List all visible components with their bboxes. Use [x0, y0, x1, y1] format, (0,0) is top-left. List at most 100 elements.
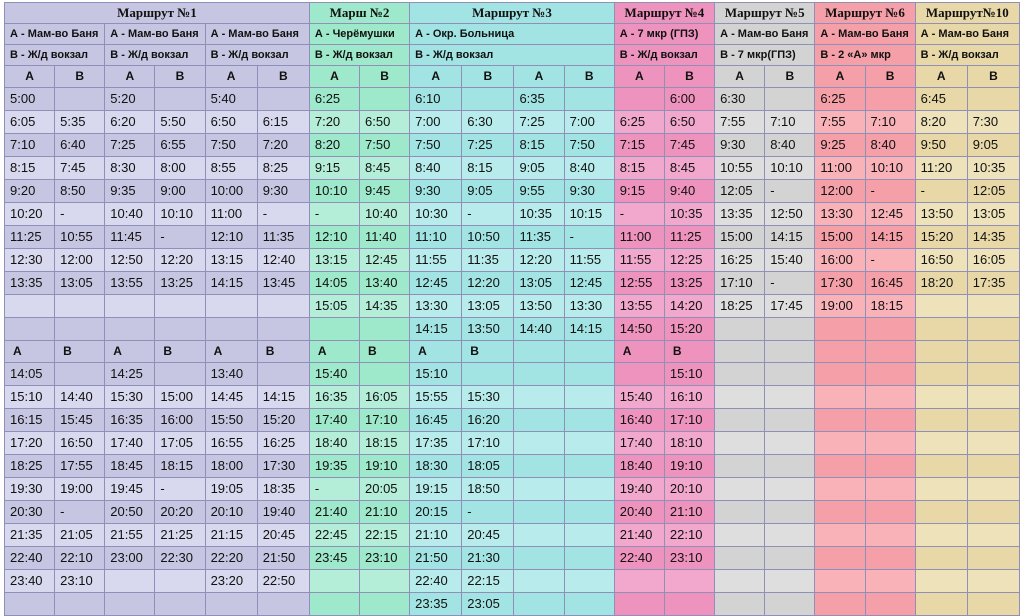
departure-time: 15:20 [914, 225, 968, 249]
direction-label: А [204, 340, 258, 363]
direction-label: В [54, 340, 106, 363]
departure-time [513, 523, 565, 547]
departure-time: - [764, 271, 816, 295]
departure-time: 12:00 [814, 179, 866, 203]
direction-label: В [864, 65, 916, 88]
departure-time: 6:30 [714, 87, 766, 111]
departure-time: 6:45 [914, 87, 968, 111]
departure-time: 17:45 [764, 294, 816, 318]
schedule-row: 8:15 7:45 8:30 8:00 8:55 8:25 9:15 8:45 8:40 8:15… [3, 156, 1021, 180]
departure-time: - [154, 225, 206, 249]
departure-time [914, 385, 968, 409]
departure-time: 10:40 [104, 202, 156, 226]
departure-time: 10:35 [513, 202, 565, 226]
departure-time: 13:50 [914, 202, 968, 226]
departure-time: 9:30 [714, 133, 766, 157]
departure-time: 9:40 [663, 179, 716, 203]
departure-time: 17:35 [966, 271, 1021, 295]
departure-time: 13:15 [204, 248, 258, 272]
departure-time: 6:30 [461, 110, 515, 134]
departure-time: 6:35 [513, 87, 565, 111]
departure-time [864, 592, 916, 616]
direction-label: А [3, 65, 56, 88]
departure-time: 7:45 [663, 133, 716, 157]
departure-time: 6:50 [358, 110, 411, 134]
departure-time: 8:50 [54, 179, 106, 203]
departure-time [914, 408, 968, 432]
route-endpoint-label: А - 7 мкр (ГПЗ) [613, 23, 716, 45]
departure-time: 13:50 [513, 294, 565, 318]
departure-time [914, 569, 968, 593]
departure-time: 9:25 [814, 133, 866, 157]
departure-time: 6:40 [54, 133, 106, 157]
route-endpoint-label: В - Ж/д вокзал [3, 44, 106, 66]
departure-time: 22:40 [3, 546, 56, 570]
departure-time: 22:30 [154, 546, 206, 570]
departure-time [764, 523, 816, 547]
departure-time: 18:15 [864, 294, 916, 318]
route-title: Маршрут №3 [409, 2, 615, 24]
departure-time [104, 569, 156, 593]
departure-time: 12:45 [358, 248, 411, 272]
departure-time: 15:00 [814, 225, 866, 249]
departure-time: 11:25 [3, 225, 56, 249]
departure-time: 16:55 [204, 431, 258, 455]
departure-time: - [864, 179, 916, 203]
departure-time: 21:10 [663, 500, 716, 524]
schedule-row: 15:05 14:35 13:30 13:05 13:50 13:30 13:55 14:20… [3, 294, 1021, 318]
departure-time: 10:00 [204, 179, 258, 203]
departure-time: 16:20 [461, 408, 515, 432]
departure-time: 13:15 [308, 248, 361, 272]
departure-time: 19:10 [663, 454, 716, 478]
departure-time: 7:55 [714, 110, 766, 134]
departure-time: 7:20 [256, 133, 310, 157]
direction-label: В [358, 65, 411, 88]
departure-time [914, 546, 968, 570]
departure-time: 12:30 [3, 248, 56, 272]
departure-time: 16:10 [663, 385, 716, 409]
departure-time: 5:35 [54, 110, 106, 134]
departure-time [308, 569, 361, 593]
departure-time: 7:55 [814, 110, 866, 134]
departure-time [714, 362, 766, 386]
departure-time [864, 87, 916, 111]
departure-time: 15:30 [104, 385, 156, 409]
route-endpoint-label: А - Мам-во Баня [914, 23, 1021, 45]
direction-label: А [409, 340, 463, 363]
departure-time: 7:25 [513, 110, 565, 134]
departure-time: 11:35 [256, 225, 310, 249]
departure-time: 12:55 [613, 271, 665, 295]
schedule-row: 10:20-10:40 10:10 11:00- -10:40 10:30-10:35 1… [3, 202, 1021, 226]
departure-time [764, 87, 816, 111]
departure-time: 6:25 [814, 87, 866, 111]
direction-label: А [513, 65, 565, 88]
departure-time: - [461, 500, 515, 524]
departure-time [864, 362, 916, 386]
departure-time: 23:40 [3, 569, 56, 593]
departure-time: 6:25 [308, 87, 361, 111]
departure-time [864, 385, 916, 409]
departure-time [714, 592, 766, 616]
direction-label: В [563, 65, 615, 88]
departure-time: 18:45 [104, 454, 156, 478]
departure-time: 12:05 [966, 179, 1021, 203]
departure-time: 9:00 [154, 179, 206, 203]
departure-time [563, 362, 615, 386]
schedule-row: 16:15 15:45 16:35 16:00 15:50 15:20 17:40 17:10… [3, 408, 1021, 432]
departure-time: 21:35 [3, 523, 56, 547]
departure-time [358, 87, 411, 111]
departure-time [864, 500, 916, 524]
direction-label: В [256, 65, 310, 88]
schedule-row: 7:10 6:40 7:25 6:55 7:50 7:20 8:20 7:50 7:50 7:25… [3, 133, 1021, 157]
direction-label [513, 340, 565, 363]
departure-time: 13:35 [714, 202, 766, 226]
departure-time: 15:40 [764, 248, 816, 272]
departure-time: 11:40 [358, 225, 411, 249]
departure-time: 13:40 [358, 271, 411, 295]
route-endpoint-label: В - Ж/д вокзал [409, 44, 615, 66]
departure-time [966, 546, 1021, 570]
departure-time: 17:40 [308, 408, 361, 432]
departure-time: 20:10 [204, 500, 258, 524]
route-title-row: Маршрут №1 Марш №2 Маршрут №3 Маршрут №4 Мар… [4, 2, 1021, 24]
